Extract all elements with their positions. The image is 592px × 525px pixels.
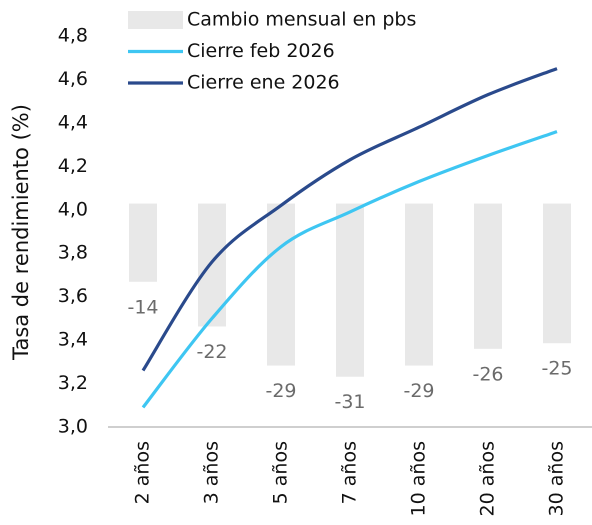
x-tick-label: 20 años	[477, 441, 499, 516]
legend-label: Cierre feb 2026	[187, 40, 335, 62]
bar	[267, 203, 295, 366]
data-label: -14	[127, 296, 158, 318]
legend-label: Cambio mensual en pbs	[187, 9, 416, 31]
bar	[474, 203, 502, 349]
x-tick-label: 2 años	[132, 441, 154, 504]
y-tick-label: 3,8	[58, 242, 88, 264]
x-tick-label: 5 años	[270, 441, 292, 504]
data-label: -25	[541, 358, 572, 380]
x-tick-label: 30 años	[546, 441, 568, 516]
y-tick-label: 4,8	[58, 25, 88, 47]
x-tick-label: 7 años	[339, 441, 361, 504]
data-label: -29	[265, 380, 296, 402]
data-label: -22	[196, 341, 227, 363]
x-tick-label: 10 años	[408, 441, 430, 516]
x-tick-label: 3 años	[201, 441, 223, 504]
line	[141, 67, 558, 372]
y-tick-label: 3,6	[58, 285, 88, 307]
y-tick-label: 3,0	[58, 416, 88, 438]
data-label: -26	[472, 363, 503, 385]
y-tick-label: 4,6	[58, 68, 88, 90]
bar	[543, 203, 571, 344]
y-tick-label: 4,0	[58, 198, 88, 220]
y-tick-label: 4,2	[58, 155, 88, 177]
y-tick-label: 4,4	[58, 111, 88, 133]
bar	[405, 203, 433, 366]
legend-swatch	[128, 11, 183, 29]
legend-label: Cierre ene 2026	[187, 72, 340, 94]
line	[141, 130, 558, 409]
y-axis-title: Tasa de rendimiento (%)	[9, 104, 33, 361]
data-label: -31	[334, 391, 365, 413]
bar	[336, 203, 364, 377]
bar	[129, 203, 157, 282]
y-tick-label: 3,4	[58, 329, 88, 351]
y-tick-label: 3,2	[58, 372, 88, 394]
data-label: -29	[403, 380, 434, 402]
